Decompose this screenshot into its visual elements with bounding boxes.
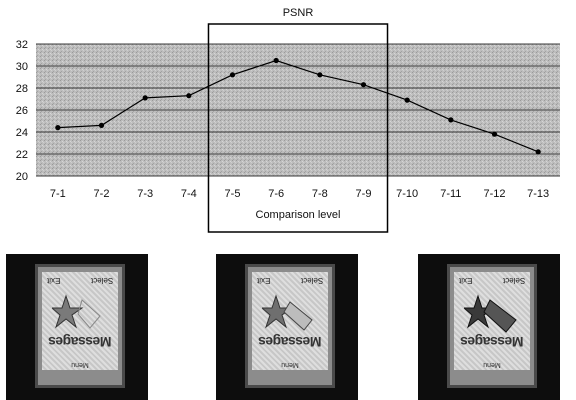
menu-label: Menu xyxy=(483,361,501,368)
starfish-icon xyxy=(52,294,101,329)
x-tick-label: 7-12 xyxy=(483,188,505,200)
x-tick-label: 7-3 xyxy=(137,188,153,200)
x-tick-label: 7-11 xyxy=(440,188,461,200)
softkey-right: Select xyxy=(502,276,525,285)
y-tick-label: 20 xyxy=(16,171,28,183)
x-axis-label: Comparison level xyxy=(256,209,341,221)
data-point xyxy=(491,131,498,137)
data-point xyxy=(142,95,148,101)
data-point xyxy=(55,125,61,131)
messages-title: Messages xyxy=(48,334,112,350)
data-point xyxy=(404,97,410,103)
grid-lines xyxy=(36,43,560,177)
messages-title: Messages xyxy=(258,334,322,350)
x-tick-label: 7-1 xyxy=(50,188,66,200)
x-tick-label: 7-4 xyxy=(181,188,197,200)
chart-title: PSNR xyxy=(283,7,314,19)
softkey-right: Select xyxy=(300,276,323,285)
data-point xyxy=(535,149,541,155)
y-tick-label: 22 xyxy=(16,149,28,161)
starfish-bottle-icon xyxy=(262,294,313,331)
thumbnail-3: Exit Select Messages Menu xyxy=(418,254,560,400)
phone-frame: Exit Select Messages Menu xyxy=(35,264,125,388)
data-point xyxy=(448,117,454,123)
x-tick-label: 7-9 xyxy=(356,188,372,200)
data-point xyxy=(273,57,279,64)
softkey-left: Exit xyxy=(257,276,271,285)
x-tick-labels: 7-1 7-2 7-3 7-4 7-5 7-6 7-8 7-9 7-10 7-11 7-12 7-13 xyxy=(50,188,549,200)
thumbnail-row: Exit Select Messages Menu Exit Select xyxy=(0,254,576,400)
x-tick-label: 7-5 xyxy=(225,188,241,200)
highlight-box xyxy=(207,23,389,233)
thumbnail-1: Exit Select Messages Menu xyxy=(6,254,148,400)
starfish-bottle-icon xyxy=(464,294,517,333)
x-tick-label: 7-2 xyxy=(94,188,110,200)
menu-label: Menu xyxy=(71,361,89,368)
softkey-left: Exit xyxy=(47,276,61,285)
messages-title: Messages xyxy=(460,334,524,350)
y-tick-label: 28 xyxy=(16,83,28,95)
y-tick-label: 26 xyxy=(16,105,28,117)
data-point xyxy=(98,122,105,128)
data-points xyxy=(55,57,541,155)
softkey-left: Exit xyxy=(459,276,473,285)
menu-label: Menu xyxy=(281,361,299,368)
data-point xyxy=(317,72,323,78)
softkey-right: Select xyxy=(90,276,113,285)
phone-screen: Exit Select Messages Menu xyxy=(252,272,328,370)
data-point xyxy=(360,82,367,88)
phone-screen: Exit Select Messages Menu xyxy=(42,272,118,370)
phone-screen: Exit Select Messages Menu xyxy=(454,272,530,370)
y-tick-label: 24 xyxy=(16,127,28,139)
thumbnail-2: Exit Select Messages Menu xyxy=(216,254,358,400)
x-tick-label: 7-8 xyxy=(312,188,328,200)
data-point xyxy=(186,93,192,99)
x-tick-label: 7-6 xyxy=(268,188,284,200)
y-tick-labels: 20 22 24 26 28 30 32 xyxy=(16,39,28,183)
data-point xyxy=(229,72,236,78)
y-tick-label: 32 xyxy=(16,39,28,51)
series-line xyxy=(57,59,539,153)
phone-frame: Exit Select Messages Menu xyxy=(447,264,537,388)
phone-frame: Exit Select Messages Menu xyxy=(245,264,335,388)
x-tick-label: 7-13 xyxy=(527,188,549,200)
x-tick-label: 7-10 xyxy=(396,188,418,200)
y-tick-label: 30 xyxy=(16,61,28,73)
